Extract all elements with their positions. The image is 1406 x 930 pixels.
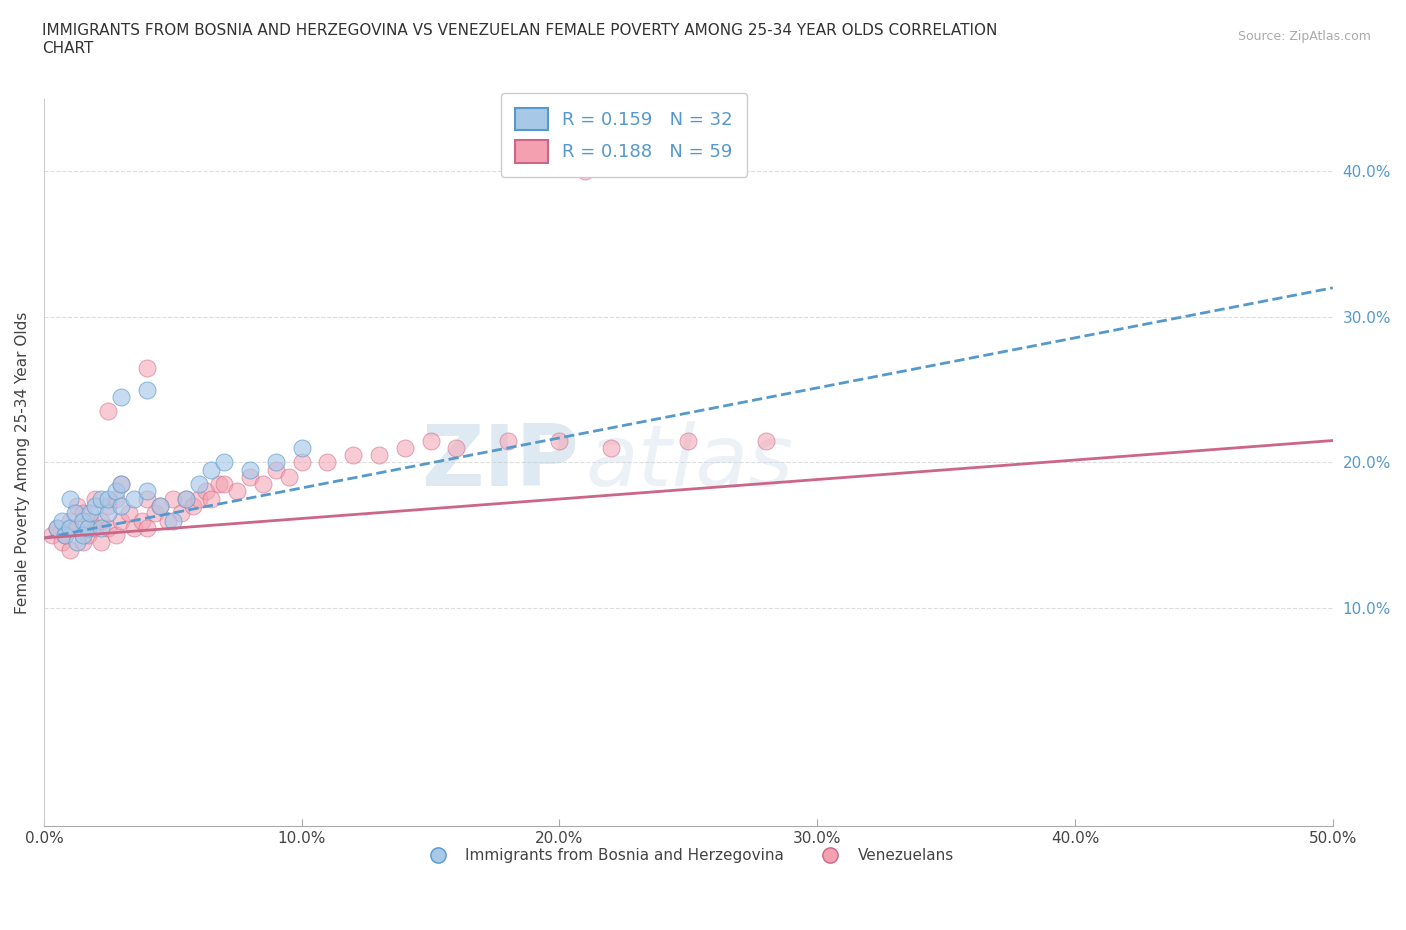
Point bbox=[291, 441, 314, 456]
Point bbox=[208, 477, 231, 492]
Point bbox=[122, 521, 145, 536]
Point bbox=[368, 447, 391, 462]
Point bbox=[84, 491, 107, 506]
Point bbox=[45, 521, 67, 536]
Text: Source: ZipAtlas.com: Source: ZipAtlas.com bbox=[1237, 30, 1371, 43]
Point bbox=[122, 491, 145, 506]
Point bbox=[600, 441, 623, 456]
Point bbox=[316, 455, 339, 470]
Point bbox=[239, 462, 262, 477]
Point bbox=[66, 498, 89, 513]
Point bbox=[97, 506, 120, 521]
Point bbox=[105, 484, 128, 498]
Point bbox=[149, 498, 172, 513]
Point bbox=[110, 390, 132, 405]
Point bbox=[105, 491, 128, 506]
Point bbox=[53, 527, 76, 542]
Point bbox=[143, 506, 166, 521]
Point bbox=[110, 477, 132, 492]
Point bbox=[59, 521, 82, 536]
Text: IMMIGRANTS FROM BOSNIA AND HERZEGOVINA VS VENEZUELAN FEMALE POVERTY AMONG 25-34 : IMMIGRANTS FROM BOSNIA AND HERZEGOVINA V… bbox=[42, 23, 997, 56]
Point bbox=[548, 433, 571, 448]
Point bbox=[45, 521, 67, 536]
Point bbox=[90, 513, 112, 528]
Point bbox=[264, 455, 287, 470]
Point bbox=[195, 484, 218, 498]
Point bbox=[187, 477, 209, 492]
Point bbox=[97, 404, 120, 418]
Point bbox=[136, 521, 159, 536]
Point bbox=[118, 506, 141, 521]
Point bbox=[214, 477, 236, 492]
Point bbox=[90, 535, 112, 550]
Point bbox=[76, 527, 98, 542]
Point bbox=[84, 498, 107, 513]
Point bbox=[162, 513, 184, 528]
Point bbox=[252, 477, 274, 492]
Point bbox=[97, 498, 120, 513]
Point bbox=[149, 498, 172, 513]
Point bbox=[59, 542, 82, 557]
Point bbox=[63, 521, 86, 536]
Point bbox=[291, 455, 314, 470]
Point bbox=[110, 477, 132, 492]
Y-axis label: Female Poverty Among 25-34 Year Olds: Female Poverty Among 25-34 Year Olds bbox=[15, 312, 30, 614]
Point bbox=[136, 484, 159, 498]
Point bbox=[72, 527, 94, 542]
Point bbox=[277, 470, 299, 485]
Point bbox=[342, 447, 364, 462]
Point bbox=[41, 527, 63, 542]
Point bbox=[239, 470, 262, 485]
Point bbox=[72, 535, 94, 550]
Point bbox=[72, 513, 94, 528]
Point bbox=[53, 527, 76, 542]
Point bbox=[174, 491, 197, 506]
Point bbox=[214, 455, 236, 470]
Point bbox=[264, 462, 287, 477]
Point bbox=[131, 513, 153, 528]
Point bbox=[72, 506, 94, 521]
Point bbox=[183, 498, 205, 513]
Point bbox=[136, 360, 159, 375]
Point bbox=[755, 433, 778, 448]
Point bbox=[97, 491, 120, 506]
Point bbox=[90, 521, 112, 536]
Point bbox=[169, 506, 191, 521]
Point bbox=[84, 521, 107, 536]
Point bbox=[51, 535, 73, 550]
Point bbox=[174, 491, 197, 506]
Point bbox=[446, 441, 468, 456]
Point bbox=[226, 484, 249, 498]
Point bbox=[136, 491, 159, 506]
Point bbox=[136, 382, 159, 397]
Point bbox=[496, 433, 519, 448]
Point bbox=[97, 521, 120, 536]
Point bbox=[79, 506, 101, 521]
Text: atlas: atlas bbox=[585, 421, 793, 504]
Point bbox=[76, 521, 98, 536]
Point bbox=[59, 513, 82, 528]
Point bbox=[678, 433, 700, 448]
Point bbox=[419, 433, 441, 448]
Point bbox=[51, 513, 73, 528]
Point bbox=[66, 535, 89, 550]
Point bbox=[200, 462, 222, 477]
Legend: Immigrants from Bosnia and Herzegovina, Venezuelans: Immigrants from Bosnia and Herzegovina, … bbox=[416, 842, 960, 870]
Point bbox=[79, 513, 101, 528]
Point bbox=[187, 491, 209, 506]
Point bbox=[110, 498, 132, 513]
Point bbox=[162, 491, 184, 506]
Point bbox=[105, 527, 128, 542]
Point bbox=[59, 491, 82, 506]
Point bbox=[200, 491, 222, 506]
Point bbox=[110, 513, 132, 528]
Point bbox=[63, 506, 86, 521]
Text: ZIP: ZIP bbox=[420, 421, 579, 504]
Point bbox=[156, 513, 179, 528]
Point bbox=[394, 441, 416, 456]
Point bbox=[574, 164, 596, 179]
Point bbox=[90, 491, 112, 506]
